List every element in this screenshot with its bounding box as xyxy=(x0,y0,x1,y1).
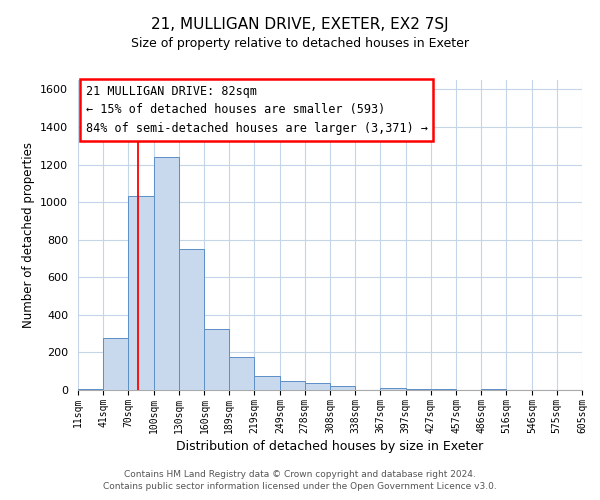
Text: Contains public sector information licensed under the Open Government Licence v3: Contains public sector information licen… xyxy=(103,482,497,491)
Bar xyxy=(179,249,205,390)
Bar xyxy=(154,157,179,390)
Bar xyxy=(330,386,355,390)
Bar xyxy=(103,338,128,390)
Text: Size of property relative to detached houses in Exeter: Size of property relative to detached ho… xyxy=(131,38,469,51)
Bar xyxy=(280,380,305,390)
Bar xyxy=(481,389,506,390)
Bar xyxy=(406,389,431,390)
Y-axis label: Number of detached properties: Number of detached properties xyxy=(22,142,35,328)
Bar xyxy=(128,196,154,390)
Bar xyxy=(305,384,330,390)
Bar xyxy=(229,357,254,390)
Text: 21, MULLIGAN DRIVE, EXETER, EX2 7SJ: 21, MULLIGAN DRIVE, EXETER, EX2 7SJ xyxy=(151,18,449,32)
Text: 21 MULLIGAN DRIVE: 82sqm
← 15% of detached houses are smaller (593)
84% of semi-: 21 MULLIGAN DRIVE: 82sqm ← 15% of detach… xyxy=(86,84,428,134)
Bar xyxy=(380,388,406,390)
Bar xyxy=(205,329,229,390)
Bar xyxy=(78,389,103,390)
Bar xyxy=(582,389,600,390)
X-axis label: Distribution of detached houses by size in Exeter: Distribution of detached houses by size … xyxy=(176,440,484,453)
Text: Contains HM Land Registry data © Crown copyright and database right 2024.: Contains HM Land Registry data © Crown c… xyxy=(124,470,476,479)
Bar xyxy=(431,389,457,390)
Bar xyxy=(254,376,280,390)
